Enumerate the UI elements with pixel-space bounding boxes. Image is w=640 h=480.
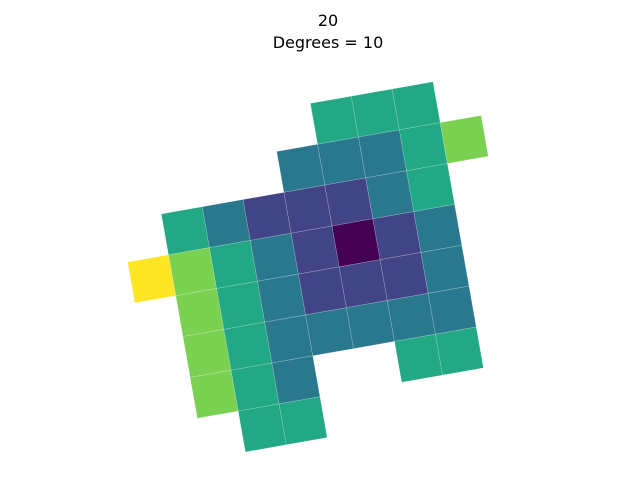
- heatmap-cell-r2-c6: [365, 170, 415, 220]
- chart-title-number: 20: [317, 11, 339, 30]
- heatmap-cell-r3-c5: [331, 218, 381, 268]
- heatmap-cell-r5-c7: [427, 285, 477, 335]
- heatmap-cell-r5-c2: [223, 321, 273, 371]
- heatmap-cell-r6-c1: [189, 369, 239, 419]
- heatmap-cell-r6-c3: [271, 355, 321, 405]
- heatmap-cell-r2-c1: [161, 206, 210, 256]
- heatmap-cell-r1-c4: [276, 143, 326, 193]
- heatmap-cell-r6-c7: [435, 326, 484, 376]
- heatmap-cell-r4-c3: [257, 273, 306, 323]
- heatmap-cell-r5-c1: [182, 329, 232, 378]
- heatmap-cell-r5-c5: [346, 300, 395, 349]
- heatmap-cell-r6-c6: [394, 333, 443, 383]
- heatmap-cell-r0-c5: [310, 95, 359, 145]
- heatmap-cell-r2-c5: [324, 177, 374, 227]
- heatmap-cell-r4-c5: [338, 259, 388, 309]
- heatmap-cell-r4-c2: [216, 280, 265, 330]
- heatmap-cell-r3-c0: [127, 254, 177, 304]
- heatmap-cell-r4-c7: [420, 244, 470, 294]
- heatmap-cell-r3-c7: [413, 204, 463, 253]
- heatmap-cells: [127, 81, 489, 453]
- heatmap-cell-r4-c4: [298, 266, 347, 316]
- heatmap-cell-r4-c1: [175, 288, 225, 337]
- heatmap-cell-r3-c4: [290, 225, 340, 275]
- heatmap-cell-r2-c4: [283, 184, 333, 234]
- heatmap-cell-r1-c8: [439, 115, 489, 164]
- heatmap-cell-r0-c6: [350, 88, 400, 138]
- heatmap-cell-r4-c6: [379, 252, 429, 301]
- heatmap-cell-r1-c6: [358, 129, 407, 179]
- heatmap-cell-r3-c2: [209, 240, 258, 289]
- heatmap-cell-r2-c7: [406, 163, 455, 212]
- chart-title-degrees: Degrees = 10: [272, 33, 384, 52]
- heatmap-cell-r3-c3: [249, 232, 299, 282]
- heatmap-cell-r2-c3: [242, 192, 292, 241]
- heatmap-cell-r5-c6: [386, 293, 436, 342]
- heatmap-cell-r0-c7: [391, 81, 441, 131]
- heatmap-cell-r3-c1: [168, 247, 217, 296]
- heatmap-cell-r3-c6: [372, 211, 422, 260]
- heatmap-cell-r5-c4: [305, 307, 354, 357]
- heatmap-cell-r7-c3: [278, 396, 328, 446]
- heatmap-cell-r1-c5: [317, 136, 366, 186]
- heatmap-cell-r2-c2: [201, 199, 251, 248]
- heatmap-cell-r6-c2: [230, 362, 280, 412]
- heatmap-cell-r1-c7: [399, 122, 448, 172]
- heatmap-cell-r5-c3: [264, 314, 314, 364]
- heatmap-cell-r7-c2: [237, 403, 287, 453]
